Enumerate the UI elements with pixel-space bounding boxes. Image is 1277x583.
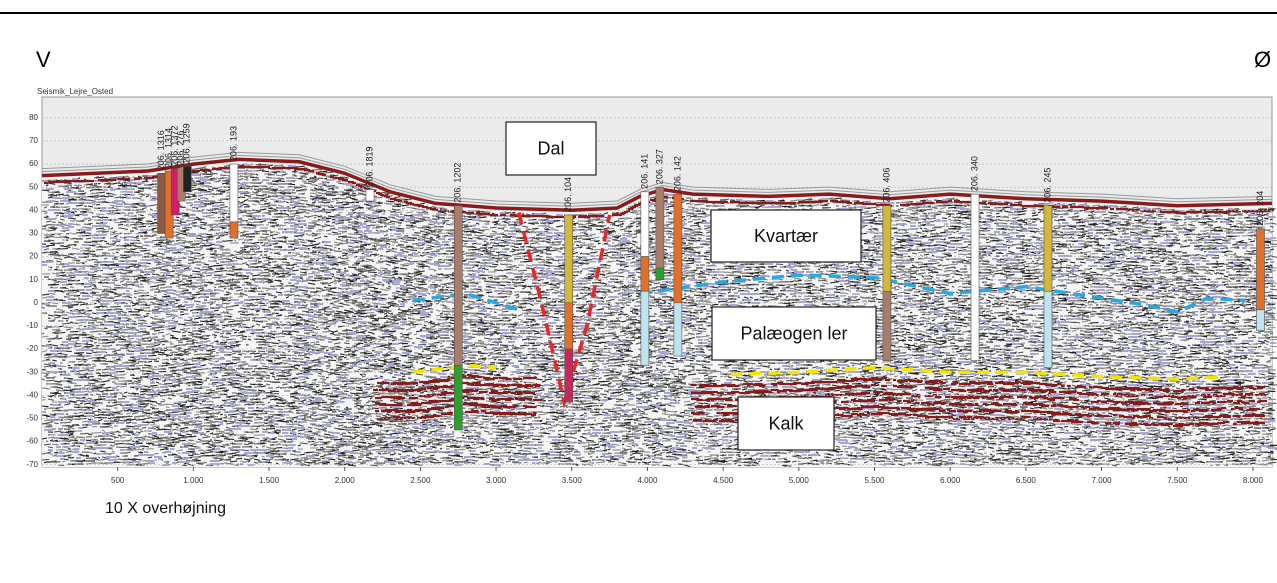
y-tick-label: -40 <box>26 390 38 399</box>
x-tick-label: 6.500 <box>1016 476 1037 485</box>
borehole-label: 206. 141 <box>639 154 649 189</box>
annotation-box <box>710 209 862 263</box>
x-tick-label: 5.500 <box>864 476 885 485</box>
borehole-segment <box>655 186 665 269</box>
borehole-segment <box>1256 309 1265 331</box>
x-tick-label: 2.500 <box>410 476 431 485</box>
borehole-segment <box>673 302 683 357</box>
borehole-segment <box>1043 205 1053 292</box>
y-tick-label: 20 <box>29 252 38 261</box>
borehole-segment <box>564 214 574 304</box>
borehole-label: 206. 204 <box>1255 191 1265 226</box>
borehole-label: 206. 193 <box>228 126 238 161</box>
borehole-label: 206. 104 <box>563 177 573 212</box>
x-tick-label: 1.500 <box>259 476 280 485</box>
borehole-label: 206. 245 <box>1042 168 1052 203</box>
x-tick-label: 3.500 <box>562 476 583 485</box>
x-tick-label: 7.500 <box>1167 476 1188 485</box>
surface-outline <box>41 154 1273 207</box>
x-tick-label: 4.500 <box>713 476 734 485</box>
y-tick-label: 0 <box>34 298 39 307</box>
x-tick-label: 500 <box>111 476 125 485</box>
borehole-label: 206. 340 <box>969 156 979 191</box>
x-tick-label: 7.000 <box>1092 476 1113 485</box>
borehole-segment <box>1043 290 1053 368</box>
y-tick-label: 40 <box>29 205 38 214</box>
annotation-box <box>737 396 835 451</box>
x-tick-label: 6.000 <box>940 476 961 485</box>
horizon <box>639 273 1246 314</box>
surface <box>41 157 1273 213</box>
borehole-segment <box>970 193 980 361</box>
borehole-segment <box>882 290 892 361</box>
borehole-label: 206. 1819 <box>364 146 374 186</box>
borehole-segment <box>564 348 574 403</box>
borehole-label: 206. 1314 <box>164 128 174 168</box>
x-tick-label: 5.000 <box>789 476 810 485</box>
surface-outline <box>41 151 1273 204</box>
borehole-segment <box>640 191 650 257</box>
y-tick-label: -10 <box>26 321 38 330</box>
borehole-label: 206. 276 <box>176 131 186 166</box>
x-tick-label: 2.000 <box>335 476 356 485</box>
annotation-text: Dal <box>537 138 564 158</box>
y-tick-label: 50 <box>29 182 38 191</box>
borehole-segment <box>882 205 892 292</box>
borehole-label: 206. 1316 <box>156 130 166 170</box>
annotations: Dal Kvartær Palæogen ler Kalk <box>505 121 877 451</box>
x-tick-label: 1.000 <box>183 476 204 485</box>
y-tick-label: 80 <box>29 113 38 122</box>
borehole-label: 206. 142 <box>672 156 682 191</box>
west-label: V <box>36 47 51 72</box>
x-tick-label: 4.000 <box>637 476 658 485</box>
east-label: Ø <box>1254 47 1271 72</box>
borehole-label: 206. 1372 <box>170 126 180 166</box>
y-tick-label: 60 <box>29 159 38 168</box>
borehole-segment <box>673 193 683 304</box>
borehole-segment <box>365 189 375 202</box>
plot: 80 70 60 50 40 30 20 10 0 -10 -20 -30 -40 -50 -60 -70 50… <box>26 96 1277 485</box>
annotation-text: Palæogen ler <box>740 323 847 343</box>
x-tick-label: 3.000 <box>486 476 507 485</box>
borehole-label: 206. 327 <box>654 149 664 184</box>
annotation-text: Kalk <box>768 413 804 433</box>
borehole-segment <box>640 290 650 366</box>
annotation-box <box>505 121 597 176</box>
borehole-segment <box>1256 228 1265 311</box>
exaggeration-note: 10 X overhøjning <box>105 500 226 517</box>
y-tick-label: -20 <box>26 344 38 353</box>
y-tick-label: 30 <box>29 229 38 238</box>
horizon <box>730 365 1223 381</box>
borehole-segment <box>640 256 650 292</box>
y-tick-label: -50 <box>26 414 38 423</box>
borehole-segment <box>229 163 239 223</box>
y-tick-label: 10 <box>29 275 38 284</box>
x-tick-label: 8.000 <box>1243 476 1264 485</box>
header-band <box>0 0 1277 12</box>
y-tick-label: 70 <box>29 136 38 145</box>
y-tick-label: -70 <box>26 460 38 469</box>
borehole-segment <box>655 267 665 280</box>
y-tick-label: -30 <box>26 367 38 376</box>
borehole-label: 206. 1259 <box>182 123 192 163</box>
borehole-label: 206. 406 <box>881 168 891 203</box>
horizon <box>517 212 612 410</box>
borehole-segment <box>157 173 166 234</box>
borehole-segment <box>453 205 463 366</box>
annotation-text: Kvartær <box>754 226 818 246</box>
borehole-label: 206. 1202 <box>453 163 463 203</box>
profile-name: Seismik_Lejre_Osted <box>37 87 113 96</box>
y-tick-label: -60 <box>26 437 38 446</box>
borehole-segment <box>183 166 192 193</box>
borehole-segment <box>564 302 574 350</box>
seismic-reflector <box>44 164 1274 428</box>
borehole-segment <box>453 364 463 431</box>
annotation-box <box>711 306 877 361</box>
borehole-segment <box>229 221 239 239</box>
